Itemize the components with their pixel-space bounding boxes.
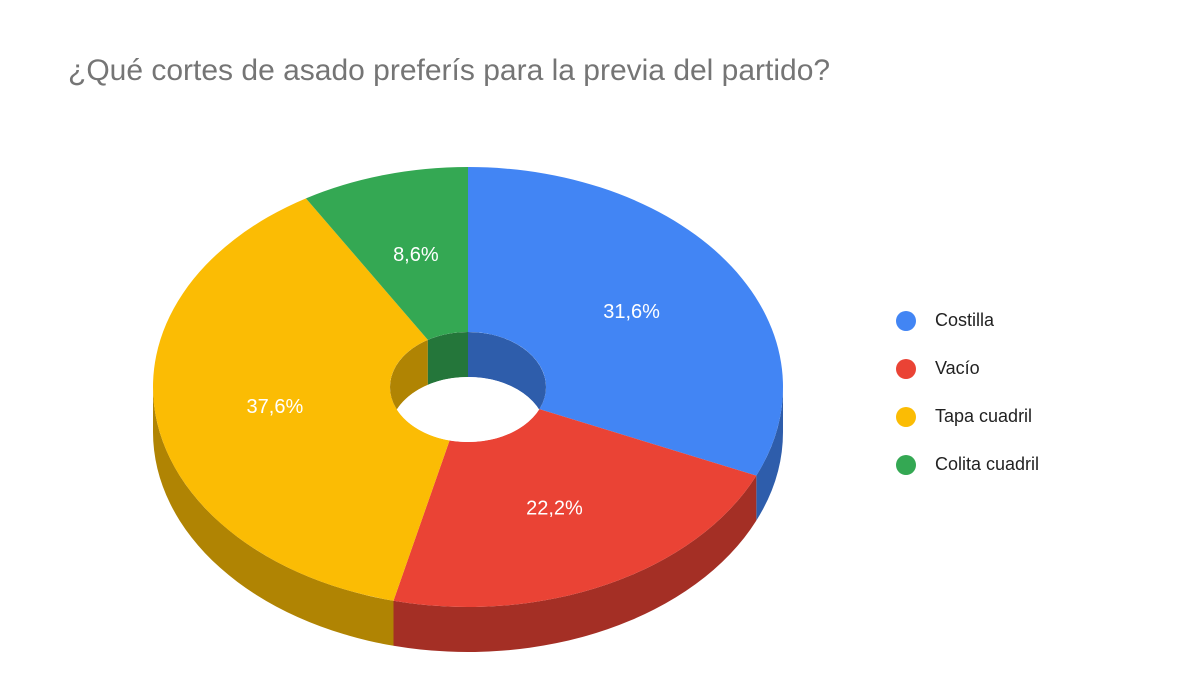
hole [390,332,546,442]
slices [153,167,783,607]
data-label: 37,6% [247,396,304,418]
legend-swatch [896,407,916,427]
data-label: 8,6% [393,244,439,266]
slice [305,167,468,340]
slice [393,409,757,607]
slice-side [153,387,394,646]
chart-title: ¿Qué cortes de asado preferís para la pr… [68,54,830,87]
legend-swatch [896,359,916,379]
legend-label: Colita cuadril [935,454,1039,474]
slice [153,198,450,601]
data-label: 31,6% [603,301,660,323]
data-label: 22,2% [526,498,583,520]
legend-swatch [896,455,916,475]
legend: Costilla Vacío Tapa cuadril Colita cuadril [896,310,1039,475]
slice [468,167,783,476]
slice-inner-side [427,332,468,385]
slice-inner-side [390,339,428,432]
slice-side [756,387,784,521]
legend-label: Vacío [935,358,980,378]
legend-label: Tapa cuadril [935,406,1032,426]
hole-floor [390,377,546,442]
legend-swatch [896,311,916,331]
side-walls [153,387,784,652]
slice-side [393,475,757,652]
legend-label: Costilla [935,310,995,330]
slice-inner-side [468,332,546,432]
labels: 31,6% 22,2% 37,6% 8,6% [247,244,661,520]
